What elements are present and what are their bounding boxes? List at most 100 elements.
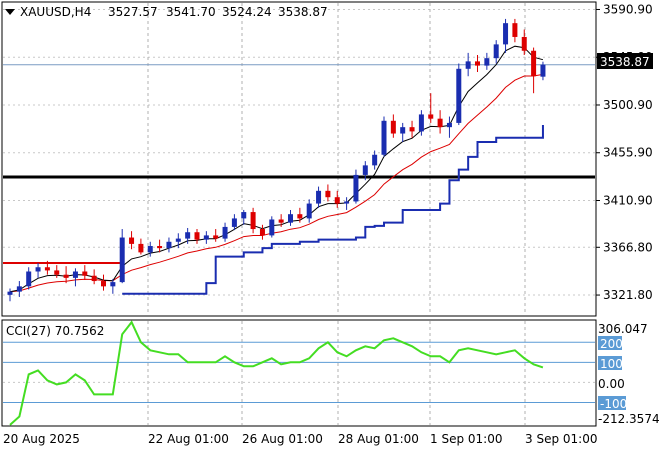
candle-body (82, 271, 88, 276)
candle-body (110, 282, 116, 287)
candle[interactable] (325, 184, 331, 202)
candle[interactable] (157, 239, 163, 253)
candle[interactable] (166, 237, 172, 253)
candle[interactable] (185, 227, 191, 244)
cci-pane-frame (1, 319, 597, 427)
candle-body (316, 190, 322, 204)
candle[interactable] (465, 52, 471, 77)
candle-body (353, 174, 359, 202)
candle[interactable] (353, 169, 359, 204)
candle[interactable] (418, 110, 424, 136)
candle-body (63, 274, 69, 278)
candle-body (278, 219, 284, 223)
candle[interactable] (400, 122, 406, 143)
x-tick-label: 20 Aug 2025 (3, 432, 80, 446)
candle[interactable] (531, 47, 537, 94)
x-tick-label: 26 Aug 01:00 (242, 432, 323, 446)
x-tick-label: 1 Sep 01:00 (430, 432, 502, 446)
candle[interactable] (203, 231, 209, 244)
candle[interactable] (259, 224, 265, 240)
candle[interactable] (269, 216, 275, 238)
candle[interactable] (54, 265, 60, 278)
candle[interactable] (288, 209, 293, 226)
candle-body (35, 267, 41, 272)
cci-layer (3, 320, 595, 426)
candle[interactable] (475, 55, 480, 72)
candle-body (119, 237, 125, 283)
candle[interactable] (110, 278, 116, 294)
x-tick-label: 28 Aug 01:00 (338, 432, 419, 446)
candle-body (409, 127, 415, 132)
candle[interactable] (194, 229, 200, 244)
cci-level-200-label: 200 (600, 337, 623, 351)
candle-body (175, 238, 181, 242)
candle[interactable] (72, 268, 78, 287)
candle[interactable] (16, 281, 22, 297)
candle[interactable] (484, 52, 490, 70)
candle-body (512, 23, 518, 37)
candle[interactable] (129, 231, 135, 250)
candle-body (222, 226, 228, 239)
candle-body (400, 127, 406, 134)
candle[interactable] (306, 199, 312, 223)
candle[interactable] (175, 233, 181, 249)
candle[interactable] (7, 288, 13, 302)
candle[interactable] (503, 18, 509, 53)
candle[interactable] (409, 120, 415, 138)
candle[interactable] (278, 214, 284, 227)
candle[interactable] (63, 266, 69, 284)
slow-ma-line (9, 73, 543, 293)
candle[interactable] (493, 40, 499, 64)
overlays (3, 45, 595, 295)
trailing-step-line (122, 125, 544, 295)
candle[interactable] (512, 18, 518, 43)
candle[interactable] (26, 267, 32, 290)
candle-body (259, 229, 265, 236)
candle[interactable] (362, 161, 368, 181)
candle[interactable] (297, 207, 303, 223)
candle[interactable] (138, 238, 144, 255)
candle[interactable] (119, 229, 125, 284)
candle[interactable] (372, 150, 378, 170)
collapse-triangle-icon[interactable] (5, 9, 15, 15)
candle[interactable] (231, 214, 237, 231)
candle[interactable] (428, 93, 434, 123)
candle-body (362, 165, 368, 175)
candle-body (213, 235, 219, 239)
candle[interactable] (334, 190, 340, 208)
candle[interactable] (521, 29, 527, 55)
candle[interactable] (456, 63, 462, 126)
candle[interactable] (390, 114, 396, 138)
candle[interactable] (222, 222, 228, 242)
candle-body (306, 203, 312, 219)
candle[interactable] (437, 110, 443, 134)
candle-body (269, 219, 275, 236)
candle[interactable] (147, 241, 153, 257)
candle-body (297, 214, 303, 219)
candle-body (325, 190, 331, 198)
candle[interactable] (82, 265, 88, 280)
candle[interactable] (213, 229, 219, 242)
candle-body (147, 246, 153, 253)
current-price-badge (597, 53, 653, 69)
candle[interactable] (316, 186, 322, 208)
ohlc-high: 3541.70 (166, 5, 216, 19)
candle[interactable] (540, 61, 546, 81)
candle-body (484, 58, 490, 66)
candle-body (418, 114, 424, 132)
candle[interactable] (344, 197, 350, 210)
candle[interactable] (91, 269, 97, 285)
fast-ma-line (9, 45, 544, 293)
candle-body (344, 201, 350, 204)
candle[interactable] (241, 209, 247, 225)
candle[interactable] (446, 116, 452, 138)
candle[interactable] (44, 260, 50, 275)
candle[interactable] (381, 116, 387, 157)
candle[interactable] (35, 263, 41, 278)
cci-level-badge-200 (598, 336, 622, 350)
x-tick-label: 3 Sep 01:00 (525, 432, 597, 446)
candle[interactable] (101, 274, 106, 291)
candle[interactable] (250, 207, 256, 234)
candles[interactable] (7, 18, 546, 302)
